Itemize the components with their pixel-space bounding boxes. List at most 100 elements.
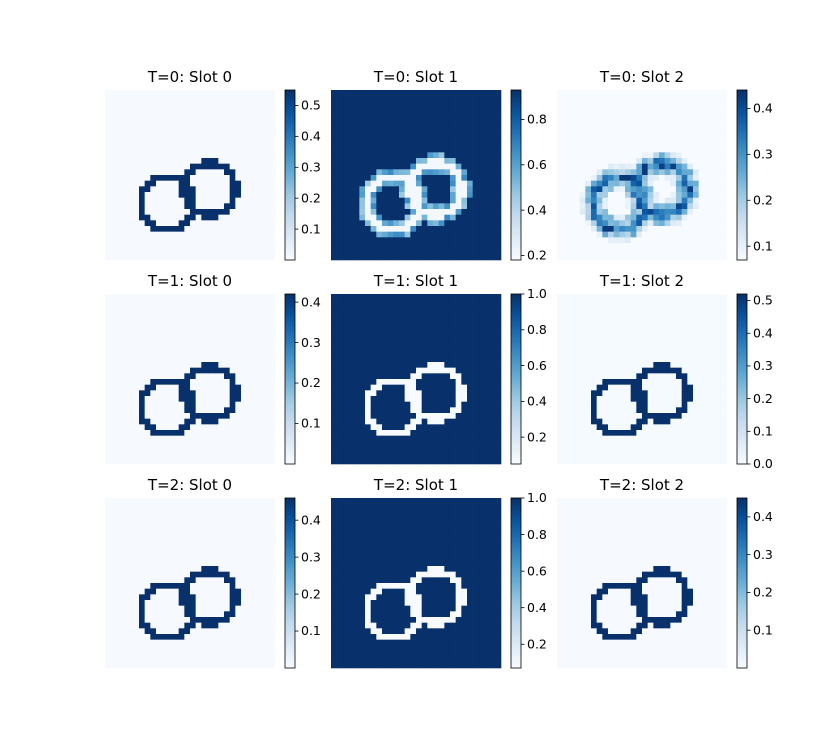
heatmap-cell [416,231,422,238]
heatmap-cell [596,186,603,193]
heatmap-cell [269,101,276,108]
heatmap-cell [195,328,202,334]
heatmap-cell [438,333,445,340]
heatmap-cell [387,305,394,312]
heatmap-cell [653,141,660,147]
heatmap-cell [252,299,259,306]
heatmap-cell [438,186,445,193]
heatmap-cell [455,129,462,136]
heatmap-cell [376,237,383,244]
heatmap-cell [190,316,196,323]
heatmap-cell [421,231,428,238]
heatmap-cell [574,163,580,170]
heatmap-cell [387,197,394,204]
heatmap-cell [195,186,202,193]
heatmap-cell [173,107,179,113]
heatmap-cell [235,158,242,164]
heatmap-cell [591,305,597,312]
heatmap-cell [229,447,236,453]
heatmap-cell [235,396,242,402]
heatmap-cell [489,209,496,215]
heatmap-cell [681,345,688,351]
heatmap-cell [625,367,631,374]
heatmap-cell [630,192,637,198]
heatmap-cell [133,226,140,232]
heatmap-cell [342,362,349,368]
heatmap-cell [444,435,451,442]
heatmap-cell [472,237,479,244]
heatmap-cell [404,214,411,221]
heatmap-cell [484,356,490,363]
heatmap-cell [478,175,485,181]
heatmap-cell [229,129,236,136]
heatmap-cell [331,362,337,368]
heatmap-cell [693,163,699,170]
heatmap-cell [224,254,230,261]
heatmap-cell [455,135,462,142]
heatmap-cell [207,90,213,96]
heatmap-cell [472,407,479,414]
heatmap-cell [484,203,490,210]
heatmap-cell [393,152,400,159]
heatmap-cell [241,146,247,153]
heatmap-cell [212,299,219,306]
heatmap-cell [630,311,637,317]
heatmap-cell [450,169,456,176]
heatmap-cell [608,254,614,261]
heatmap-cell [562,367,569,374]
heatmap-cell [484,418,490,425]
heatmap-cell [218,243,225,249]
heatmap-cell [218,413,225,419]
heatmap-cell [122,192,128,198]
heatmap-cell [562,248,569,255]
heatmap-cell [127,169,134,176]
heatmap-cell [421,413,428,419]
heatmap-cell [122,339,128,346]
heatmap-cell [461,367,468,374]
heatmap-cell [670,356,677,363]
heatmap-cell [156,129,162,136]
heatmap-cell [596,350,603,357]
heatmap-cell [224,316,230,323]
heatmap-cell [229,328,236,334]
heatmap-cell [495,186,502,193]
heatmap-cell [670,163,677,170]
heatmap-cell [687,163,694,170]
heatmap-cell [704,214,711,221]
heatmap-cell [190,339,196,346]
heatmap-cell [207,141,213,147]
heatmap-cell [467,95,473,102]
heatmap-cell [721,124,728,130]
heatmap-cell [122,231,128,238]
heatmap-cell [167,101,174,108]
heatmap-cell [139,192,145,198]
heatmap-cell [562,90,569,96]
heatmap-cell [133,435,140,442]
heatmap-cell [670,339,677,346]
heatmap-cell [647,203,654,210]
heatmap-cell [235,192,242,198]
heatmap-cell [246,220,253,227]
heatmap-cell [207,452,213,459]
heatmap-cell [557,254,563,261]
heatmap-cell [133,418,140,425]
heatmap-cell [235,407,242,414]
heatmap-cell [681,220,688,227]
heatmap-cell [416,441,422,448]
heatmap-cell [336,435,343,442]
heatmap-cell [218,90,225,96]
heatmap-cell [393,118,400,125]
heatmap-cell [110,112,117,119]
heatmap-cell [489,328,496,334]
heatmap-cell [195,158,202,164]
heatmap-cell [433,186,439,193]
heatmap-cell [382,356,388,363]
heatmap-cell [173,305,179,312]
heatmap-cell [484,118,490,125]
heatmap-cell [110,152,117,159]
heatmap-cell [467,101,473,108]
heatmap-cell [365,135,371,142]
heatmap-cell [331,294,337,300]
heatmap-cell [416,169,422,176]
heatmap-cell [410,214,417,221]
